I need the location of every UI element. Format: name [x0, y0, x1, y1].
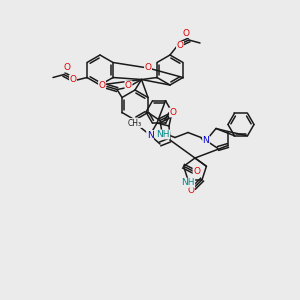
Text: O: O — [169, 108, 176, 117]
Text: N: N — [202, 136, 209, 145]
Text: O: O — [188, 186, 195, 195]
Text: O: O — [70, 75, 76, 84]
Text: NH: NH — [181, 178, 195, 187]
Text: O: O — [182, 28, 190, 38]
Text: NH: NH — [156, 130, 170, 139]
Text: N: N — [147, 130, 153, 140]
Text: O: O — [145, 62, 152, 71]
Text: CH₃: CH₃ — [128, 118, 142, 127]
Text: O: O — [98, 81, 106, 90]
Text: O: O — [176, 41, 184, 50]
Text: O: O — [64, 63, 70, 72]
Text: O: O — [125, 81, 132, 90]
Text: O: O — [193, 167, 200, 176]
